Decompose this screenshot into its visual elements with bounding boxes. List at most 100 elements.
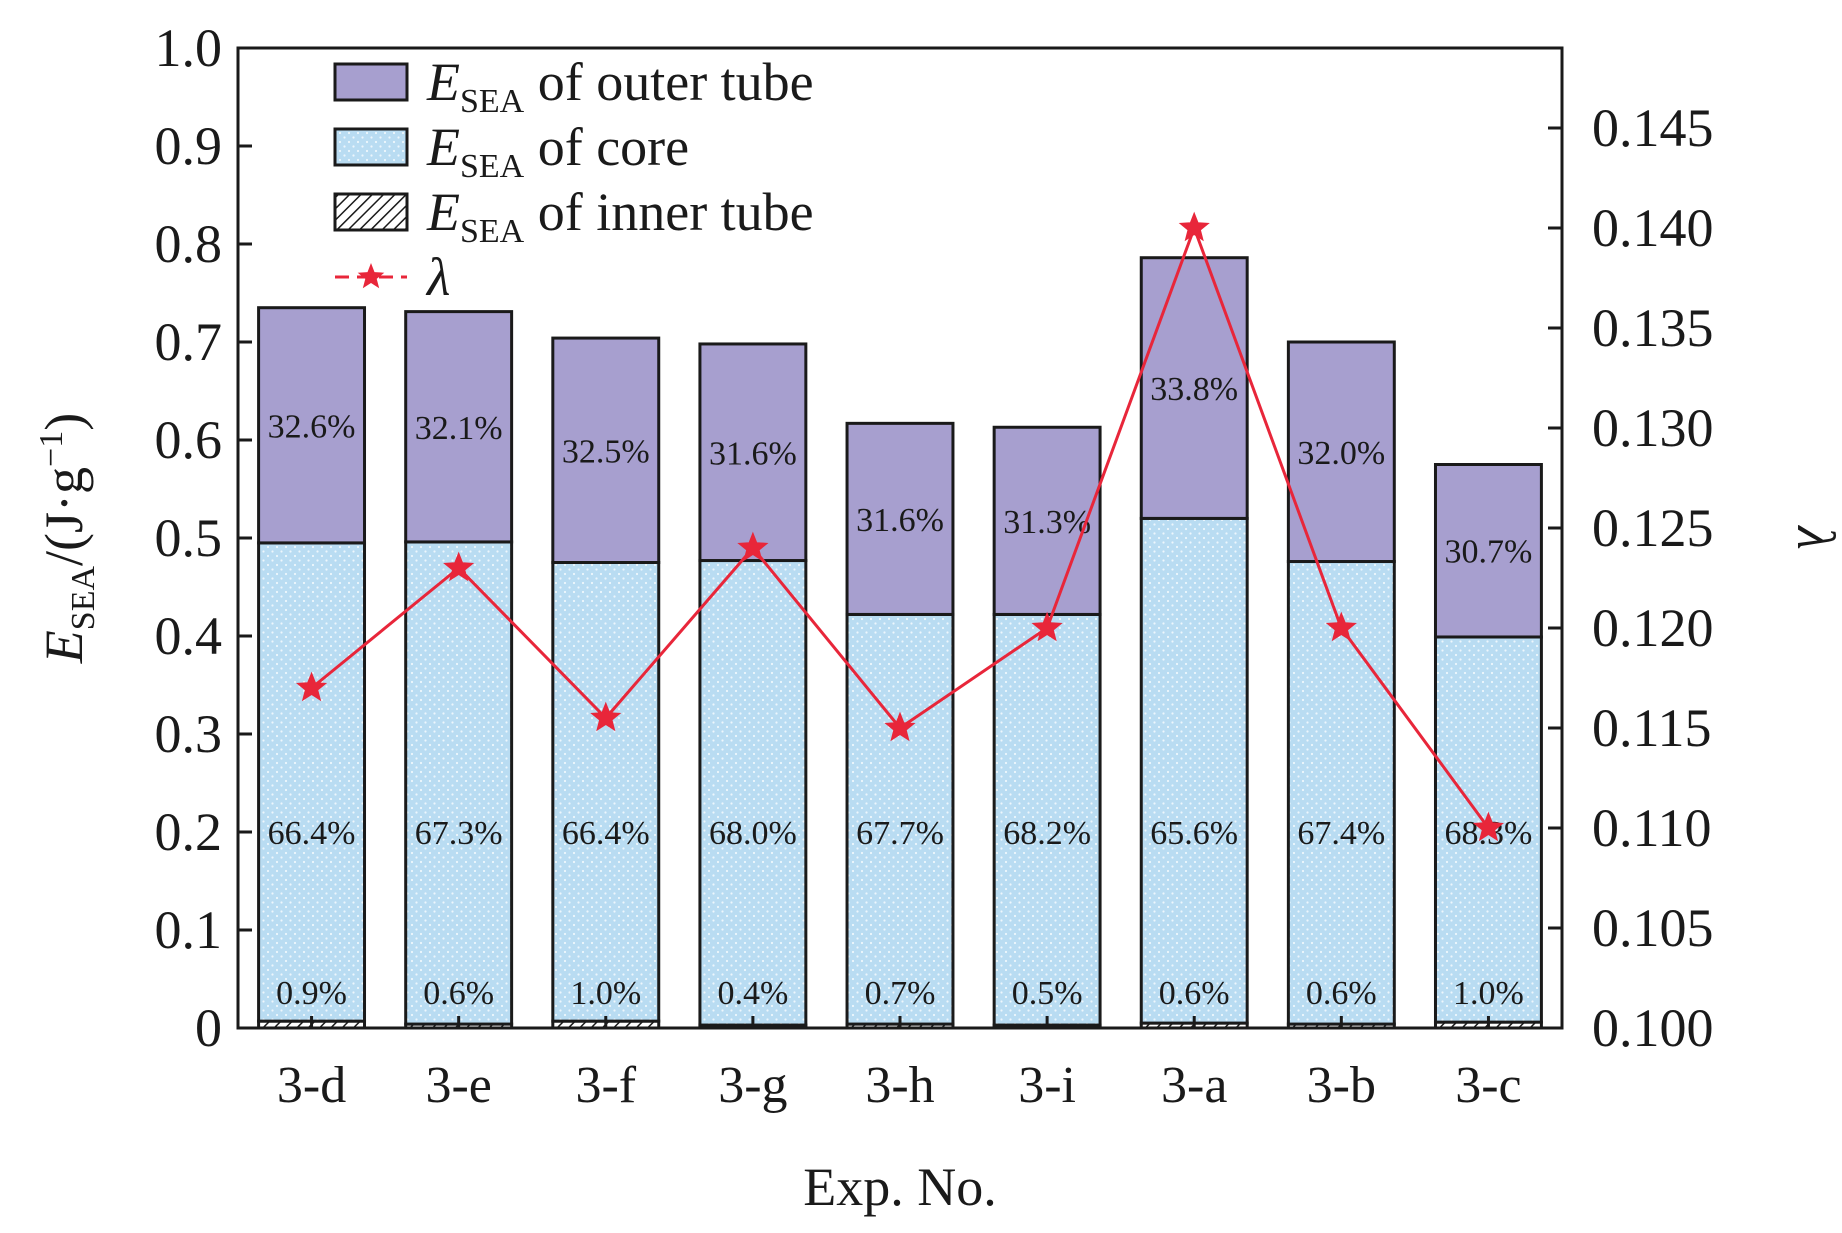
y2-tick-label: 0.105 (1592, 898, 1714, 958)
y-axis-title-rest: /(J·g (34, 467, 94, 566)
label-outer-3-b: 32.0% (1297, 435, 1385, 472)
label-inner-3-d: 0.9% (276, 975, 347, 1012)
lambda-point-3-i (1031, 611, 1063, 642)
legend-label-core: ESEA of core (426, 117, 689, 185)
y-axis-title-close: ) (34, 413, 94, 431)
y-tick-label: 0.6 (155, 410, 223, 470)
x-tick-label-3-h: 3-h (865, 1057, 934, 1114)
label-inner-3-f: 1.0% (570, 975, 641, 1012)
label-outer-3-a: 33.8% (1150, 371, 1238, 408)
label-inner-3-c: 1.0% (1453, 975, 1524, 1012)
y2-tick-label: 0.120 (1592, 598, 1714, 658)
bar-core-3-a (1139, 516, 1249, 1025)
bar-outer-3-b (1286, 340, 1396, 564)
bar-outer-3-a (1139, 256, 1249, 520)
bar-outer-3-c (1433, 463, 1543, 639)
bar-outer-3-g (698, 342, 808, 563)
lambda-point-3-h (884, 711, 916, 742)
label-core-3-f: 66.4% (562, 815, 650, 852)
y2-tick-label: 0.135 (1592, 298, 1714, 358)
lambda-point-3-d (296, 671, 328, 702)
x-tick-label-3-i: 3-i (1018, 1057, 1076, 1114)
label-outer-3-f: 32.5% (562, 433, 650, 470)
y2-tick-label: 0.145 (1592, 98, 1714, 158)
y-tick-label: 0.1 (155, 900, 223, 960)
x-tick-label-3-g: 3-g (718, 1057, 787, 1114)
y-axis-title: ESEA/(J·g−1) (33, 413, 102, 664)
lambda-point-3-g (737, 531, 769, 562)
y2-axis-title: λ (1786, 524, 1842, 549)
y-axis-title-main: E (34, 630, 94, 664)
y-tick-label: 0.8 (155, 214, 223, 274)
label-core-3-d: 66.4% (268, 815, 356, 852)
bar-outer-3-d (257, 306, 367, 545)
legend-swatch-inner (333, 192, 409, 232)
lambda-point-3-c (1472, 811, 1504, 842)
lambda-line-layer (296, 211, 1504, 842)
bar-outer-3-h (845, 421, 955, 616)
legend-label-rest: of core (524, 117, 689, 177)
bar-core-3-e (404, 540, 514, 1026)
x-tick-label-3-f: 3-f (575, 1057, 636, 1114)
bars-layer (257, 256, 1543, 1030)
label-inner-3-b: 0.6% (1306, 975, 1377, 1012)
bar-outer-3-f (551, 336, 661, 564)
y2-tick-label: 0.100 (1592, 998, 1714, 1058)
y-axis-title-sup: −1 (33, 431, 70, 467)
label-core-3-a: 65.6% (1150, 815, 1238, 852)
legend-label-outer: ESEA of outer tube (426, 52, 814, 120)
label-outer-3-i: 31.3% (1003, 504, 1091, 541)
label-core-3-g: 68.0% (709, 815, 797, 852)
legend-label-main: E (426, 182, 460, 242)
label-inner-3-i: 0.5% (1012, 975, 1083, 1012)
legend-label-sub: SEA (460, 83, 525, 120)
legend-label-lambda: λ (425, 247, 450, 307)
label-inner-3-h: 0.7% (865, 975, 936, 1012)
label-inner-3-g: 0.4% (717, 975, 788, 1012)
y2-tick-label: 0.115 (1592, 698, 1712, 758)
legend-swatch-core (333, 127, 409, 167)
label-outer-3-d: 32.6% (268, 408, 356, 445)
x-tick-label-3-a: 3-a (1161, 1057, 1227, 1114)
x-tick-label-3-e: 3-e (425, 1057, 491, 1114)
lambda-point-3-e (443, 551, 475, 582)
label-outer-3-g: 31.6% (709, 435, 797, 472)
bar-labels-layer: 0.9% 66.4% 32.6% 0.6% 67.3% 32.1% 1.0% 66.4% 32.… (268, 371, 1533, 1012)
legend-lambda-star (357, 263, 385, 289)
y-tick-label: 0.4 (155, 606, 223, 666)
x-tick-label-3-c: 3-c (1455, 1057, 1521, 1114)
y-tick-label: 0 (195, 998, 222, 1058)
y-tick-label: 0.7 (155, 312, 223, 372)
label-inner-3-a: 0.6% (1159, 975, 1230, 1012)
y2-tick-label: 0.110 (1592, 798, 1712, 858)
bar-core-3-g (698, 559, 808, 1027)
y-tick-label: 0.5 (155, 508, 223, 568)
y2-tick-label: 0.130 (1592, 398, 1714, 458)
legend-swatch-outer (333, 62, 409, 102)
lambda-point-3-a (1178, 211, 1210, 242)
bar-core-3-d (257, 541, 367, 1023)
legend-label-main: E (426, 117, 460, 177)
bar-core-3-i (992, 612, 1102, 1027)
label-outer-3-h: 31.6% (856, 502, 944, 539)
legend-label-sub: SEA (460, 213, 525, 250)
lambda-point-3-b (1325, 611, 1357, 642)
y-tick-label: 1.0 (155, 18, 223, 78)
label-inner-3-e: 0.6% (423, 975, 494, 1012)
right-axis-ticks: 0.100 0.105 0.110 0.115 0.120 0.125 0.130 0.135… (1548, 98, 1714, 1058)
x-axis-ticks: 3-d 3-e 3-f 3-g 3-h 3-i 3-a 3-b 3-c (277, 1016, 1522, 1114)
label-core-3-e: 67.3% (415, 815, 503, 852)
legend-label-inner: ESEA of inner tube (426, 182, 814, 250)
label-outer-3-c: 30.7% (1445, 534, 1533, 571)
x-tick-label-3-d: 3-d (277, 1057, 346, 1114)
bar-outer-3-e (404, 310, 514, 544)
bar-core-3-f (551, 561, 661, 1023)
y-tick-label: 0.2 (155, 802, 223, 862)
label-core-3-i: 68.2% (1003, 815, 1091, 852)
y2-tick-label: 0.140 (1592, 198, 1714, 258)
x-tick-label-3-b: 3-b (1307, 1057, 1376, 1114)
legend-label-rest: of outer tube (524, 52, 813, 112)
legend-label-main: E (426, 52, 460, 112)
